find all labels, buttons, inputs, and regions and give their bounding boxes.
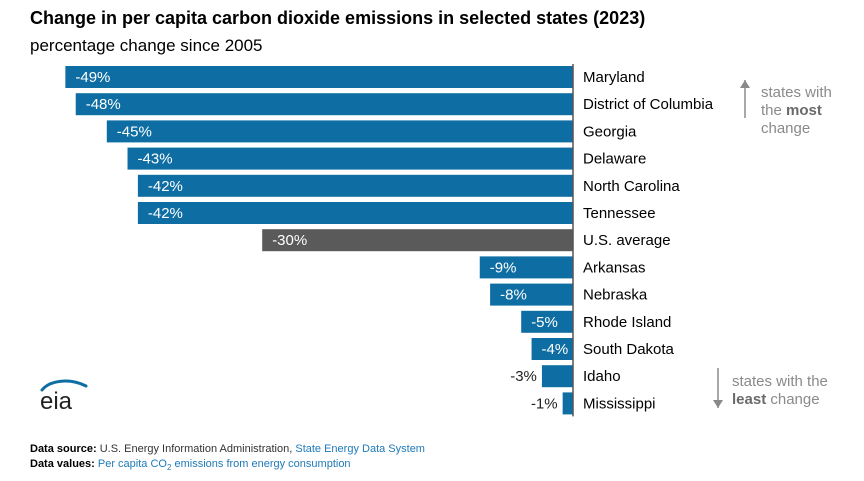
data-label-rhode-island: -5% — [531, 314, 558, 331]
bar-rhode-island — [521, 310, 573, 333]
down-arrow-icon — [713, 368, 723, 408]
bar-north-carolina — [137, 174, 573, 197]
data-label-nebraska: -8% — [500, 287, 527, 304]
category-label-rhode-island: Rhode Island — [583, 314, 671, 331]
category-label-nebraska: Nebraska — [583, 287, 648, 304]
category-label-u-s-average: U.S. average — [583, 232, 671, 249]
bar-maryland — [65, 66, 574, 88]
data-label-u-s-average: -30% — [272, 232, 307, 249]
most-change-note: states with the most change — [761, 84, 832, 137]
category-label-mississippi: Mississippi — [583, 395, 656, 412]
data-label-delaware: -43% — [138, 151, 173, 168]
bar-tennessee — [137, 202, 573, 224]
eia-logo-text: eia — [40, 388, 73, 414]
category-label-tennessee: Tennessee — [583, 205, 656, 222]
bar-mississippi — [562, 392, 573, 415]
category-label-district-of-columbia: District of Columbia — [583, 96, 714, 113]
data-label-south-dakota: -4% — [542, 341, 569, 358]
data-label-north-carolina: -42% — [148, 178, 183, 195]
least-change-note: states with the least change — [732, 373, 828, 408]
data-label-idaho: -3% — [510, 368, 537, 385]
bar-u-s-average — [262, 229, 573, 252]
footer-data-source: Data source: U.S. Energy Information Adm… — [30, 443, 425, 455]
data-label-mississippi: -1% — [531, 395, 558, 412]
up-arrow-icon — [740, 80, 750, 118]
data-label-maryland: -49% — [75, 69, 110, 86]
bar-arkansas — [479, 256, 573, 279]
category-label-delaware: Delaware — [583, 151, 646, 168]
category-label-south-dakota: South Dakota — [583, 341, 675, 358]
bar-idaho — [541, 365, 573, 388]
chart-title: Change in per capita carbon dioxide emis… — [30, 8, 646, 28]
state-energy-data-system-link[interactable]: State Energy Data System — [295, 443, 425, 455]
category-label-maryland: Maryland — [583, 69, 645, 86]
bar-nebraska — [490, 283, 573, 306]
eia-logo: eia — [40, 379, 88, 414]
bar-georgia — [106, 120, 574, 143]
category-label-north-carolina: North Carolina — [583, 178, 680, 195]
data-label-district-of-columbia: -48% — [86, 96, 121, 113]
data-label-arkansas: -9% — [490, 259, 517, 276]
category-label-georgia: Georgia — [583, 123, 637, 140]
category-label-arkansas: Arkansas — [583, 259, 646, 276]
data-label-georgia: -45% — [117, 123, 152, 140]
bar-delaware — [127, 147, 574, 170]
bar-south-dakota — [531, 338, 573, 360]
footer-data-values: Data values: Per capita CO2 emissions fr… — [30, 458, 351, 473]
chart-subtitle: percentage change since 2005 — [30, 36, 263, 55]
data-label-tennessee: -42% — [148, 205, 183, 222]
category-label-idaho: Idaho — [583, 368, 621, 385]
per-capita-emissions-link[interactable]: Per capita CO2 emissions from energy con… — [97, 458, 351, 473]
bar-district-of-columbia — [75, 93, 573, 116]
